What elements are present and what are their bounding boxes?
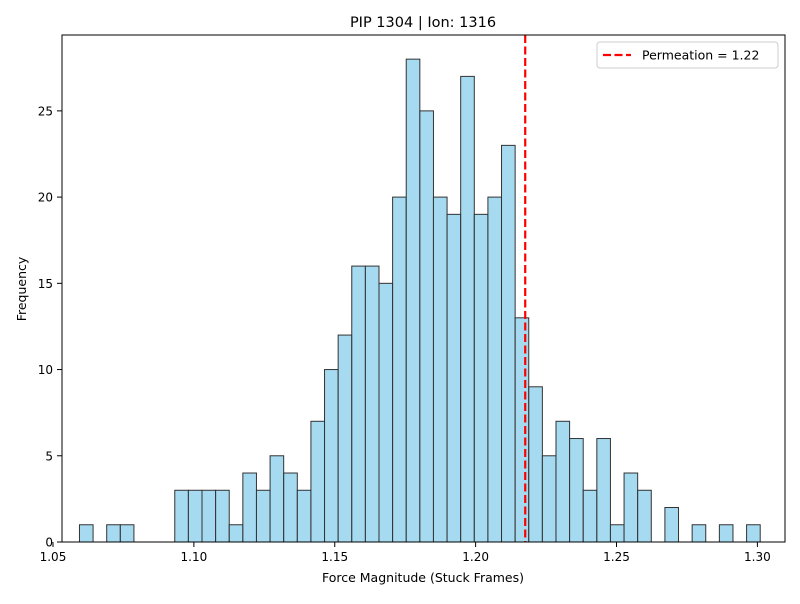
legend: Permeation = 1.22: [596, 41, 779, 69]
histogram-bar: [119, 524, 135, 543]
histogram-bar: [242, 472, 257, 543]
y-tick-label: 20: [38, 191, 53, 205]
histogram-bar: [623, 472, 639, 543]
histogram-bar: [296, 489, 312, 543]
histogram-bar: [460, 75, 475, 543]
histogram-bar: [78, 524, 94, 543]
histogram-bar: [201, 489, 217, 543]
histogram-bar: [664, 507, 680, 543]
legend-label: Permeation = 1.22: [642, 48, 759, 63]
histogram-bar: [392, 196, 407, 543]
chart-title: PIP 1304 | Ion: 1316: [350, 15, 496, 31]
histogram-bar: [283, 472, 298, 543]
histogram-bar: [718, 524, 734, 543]
y-axis-ticks: 0 5 10 15 20 25: [38, 104, 62, 550]
histogram-bar: [419, 110, 434, 543]
histogram-bar: [746, 524, 761, 543]
histogram-bar: [501, 144, 516, 543]
y-tick-label: 25: [38, 104, 53, 118]
histogram-bar: [582, 489, 598, 543]
histogram-bar: [691, 524, 707, 543]
histogram-bar: [541, 455, 557, 543]
histogram-bar: [637, 489, 652, 543]
y-axis-label: Frequency: [14, 256, 29, 321]
x-tick-label: 1.20: [462, 550, 489, 564]
histogram-bar: [364, 265, 380, 543]
x-tick-label: 1.30: [744, 550, 771, 564]
histogram-bar: [528, 386, 543, 543]
y-tick-label: 15: [38, 277, 53, 291]
histogram-bar: [378, 282, 394, 543]
histogram-bar: [106, 524, 121, 543]
x-tick-label: 1.05: [40, 550, 67, 564]
histogram-bar: [487, 196, 503, 543]
histogram-bar: [432, 196, 448, 543]
x-axis-ticks: 1.05 1.10 1.15 1.20 1.25 1.30: [40, 542, 771, 564]
x-tick-label: 1.10: [181, 550, 208, 564]
histogram-bar: [609, 524, 625, 543]
histogram-bar: [324, 369, 339, 543]
histogram-bar: [228, 524, 244, 543]
histogram-bar: [269, 455, 285, 543]
y-tick-label: 10: [38, 363, 53, 377]
histogram-bar: [351, 265, 366, 543]
histogram-bar: [514, 317, 530, 543]
histogram-bar: [337, 334, 353, 543]
histogram-bar: [596, 438, 611, 543]
histogram-bar: [555, 420, 571, 543]
x-tick-label: 1.15: [321, 550, 348, 564]
x-axis-label: Force Magnitude (Stuck Frames): [322, 570, 524, 585]
histogram-bar: [473, 213, 489, 543]
axes-frame: [61, 34, 786, 543]
legend-box: [596, 41, 779, 69]
histogram-bar: [310, 420, 326, 543]
histogram-bar: [215, 489, 230, 543]
bars-group: [78, 58, 761, 543]
x-tick-label: 1.25: [603, 550, 630, 564]
histogram-bar: [446, 213, 462, 543]
histogram-bar: [174, 489, 189, 543]
y-tick-label: 0: [45, 536, 53, 550]
histogram-bar: [187, 489, 203, 543]
y-tick-label: 5: [45, 449, 53, 463]
histogram-bar: [569, 438, 584, 543]
histogram-bar: [255, 489, 271, 543]
histogram-bar: [405, 58, 421, 543]
